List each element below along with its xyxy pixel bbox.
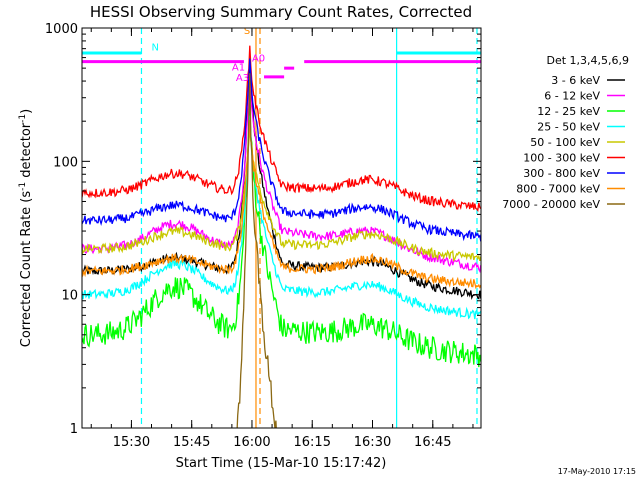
plot-frame: [81, 27, 482, 429]
legend-label: 50 - 100 keV: [530, 136, 600, 149]
annotation-label: A0: [252, 54, 265, 65]
footer-timestamp: 17-May-2010 17:15: [558, 467, 636, 476]
x-tick-label: 16:15: [294, 435, 331, 450]
series-layer: [82, 45, 481, 428]
x-axis-label: Start Time (15-Mar-10 15:17:42): [176, 456, 387, 471]
legend-label: 100 - 300 keV: [523, 152, 600, 165]
series-line: [82, 77, 481, 274]
legend-label: 7000 - 20000 keV: [502, 198, 600, 211]
legend: 3 - 6 keV 6 - 12 keV 12 - 25 keV 25 - 50 ke…: [502, 74, 625, 211]
legend-label: 300 - 800 keV: [523, 167, 600, 180]
legend-label: 3 - 6 keV: [551, 74, 600, 87]
legend-label: 12 - 25 keV: [537, 105, 600, 118]
annotation-label: N: [152, 42, 159, 53]
vertical-marker-layer: [140, 28, 478, 428]
legend-label: 25 - 50 keV: [537, 121, 600, 134]
chart-title: HESSI Observing Summary Count Rates, Cor…: [90, 3, 472, 21]
legend-label: 800 - 7000 keV: [516, 183, 600, 196]
y-tick-label: 1: [70, 422, 78, 437]
legend-label: 6 - 12 keV: [544, 90, 600, 103]
x-tick-label: 16:00: [233, 435, 270, 450]
y-tick-label: 1000: [45, 22, 78, 37]
axis-tick-layer: 1 10 100 1000 15:30 15:45 16:00 16:15 16:30 16:45: [45, 22, 481, 450]
series-line: [82, 104, 481, 368]
y-tick-label: 10: [61, 289, 78, 304]
series-line: [82, 115, 481, 320]
series-line: [82, 58, 481, 242]
annotation-label: S: [244, 26, 250, 37]
x-tick-label: 16:30: [354, 435, 391, 450]
series-line: [82, 127, 481, 262]
legend-title: Det 1,3,4,5,6,9: [546, 54, 629, 67]
x-tick-label: 15:45: [173, 435, 210, 450]
y-tick-label: 100: [53, 155, 78, 170]
y-axis-label: Corrected Count Rate (s-1 detector-1): [18, 109, 34, 347]
annotation-label: A3: [236, 73, 249, 84]
annotation-label: A1: [232, 63, 245, 74]
x-tick-label: 16:45: [414, 435, 451, 450]
series-line: [82, 119, 481, 290]
series-line: [82, 45, 481, 213]
x-tick-label: 15:30: [113, 435, 150, 450]
